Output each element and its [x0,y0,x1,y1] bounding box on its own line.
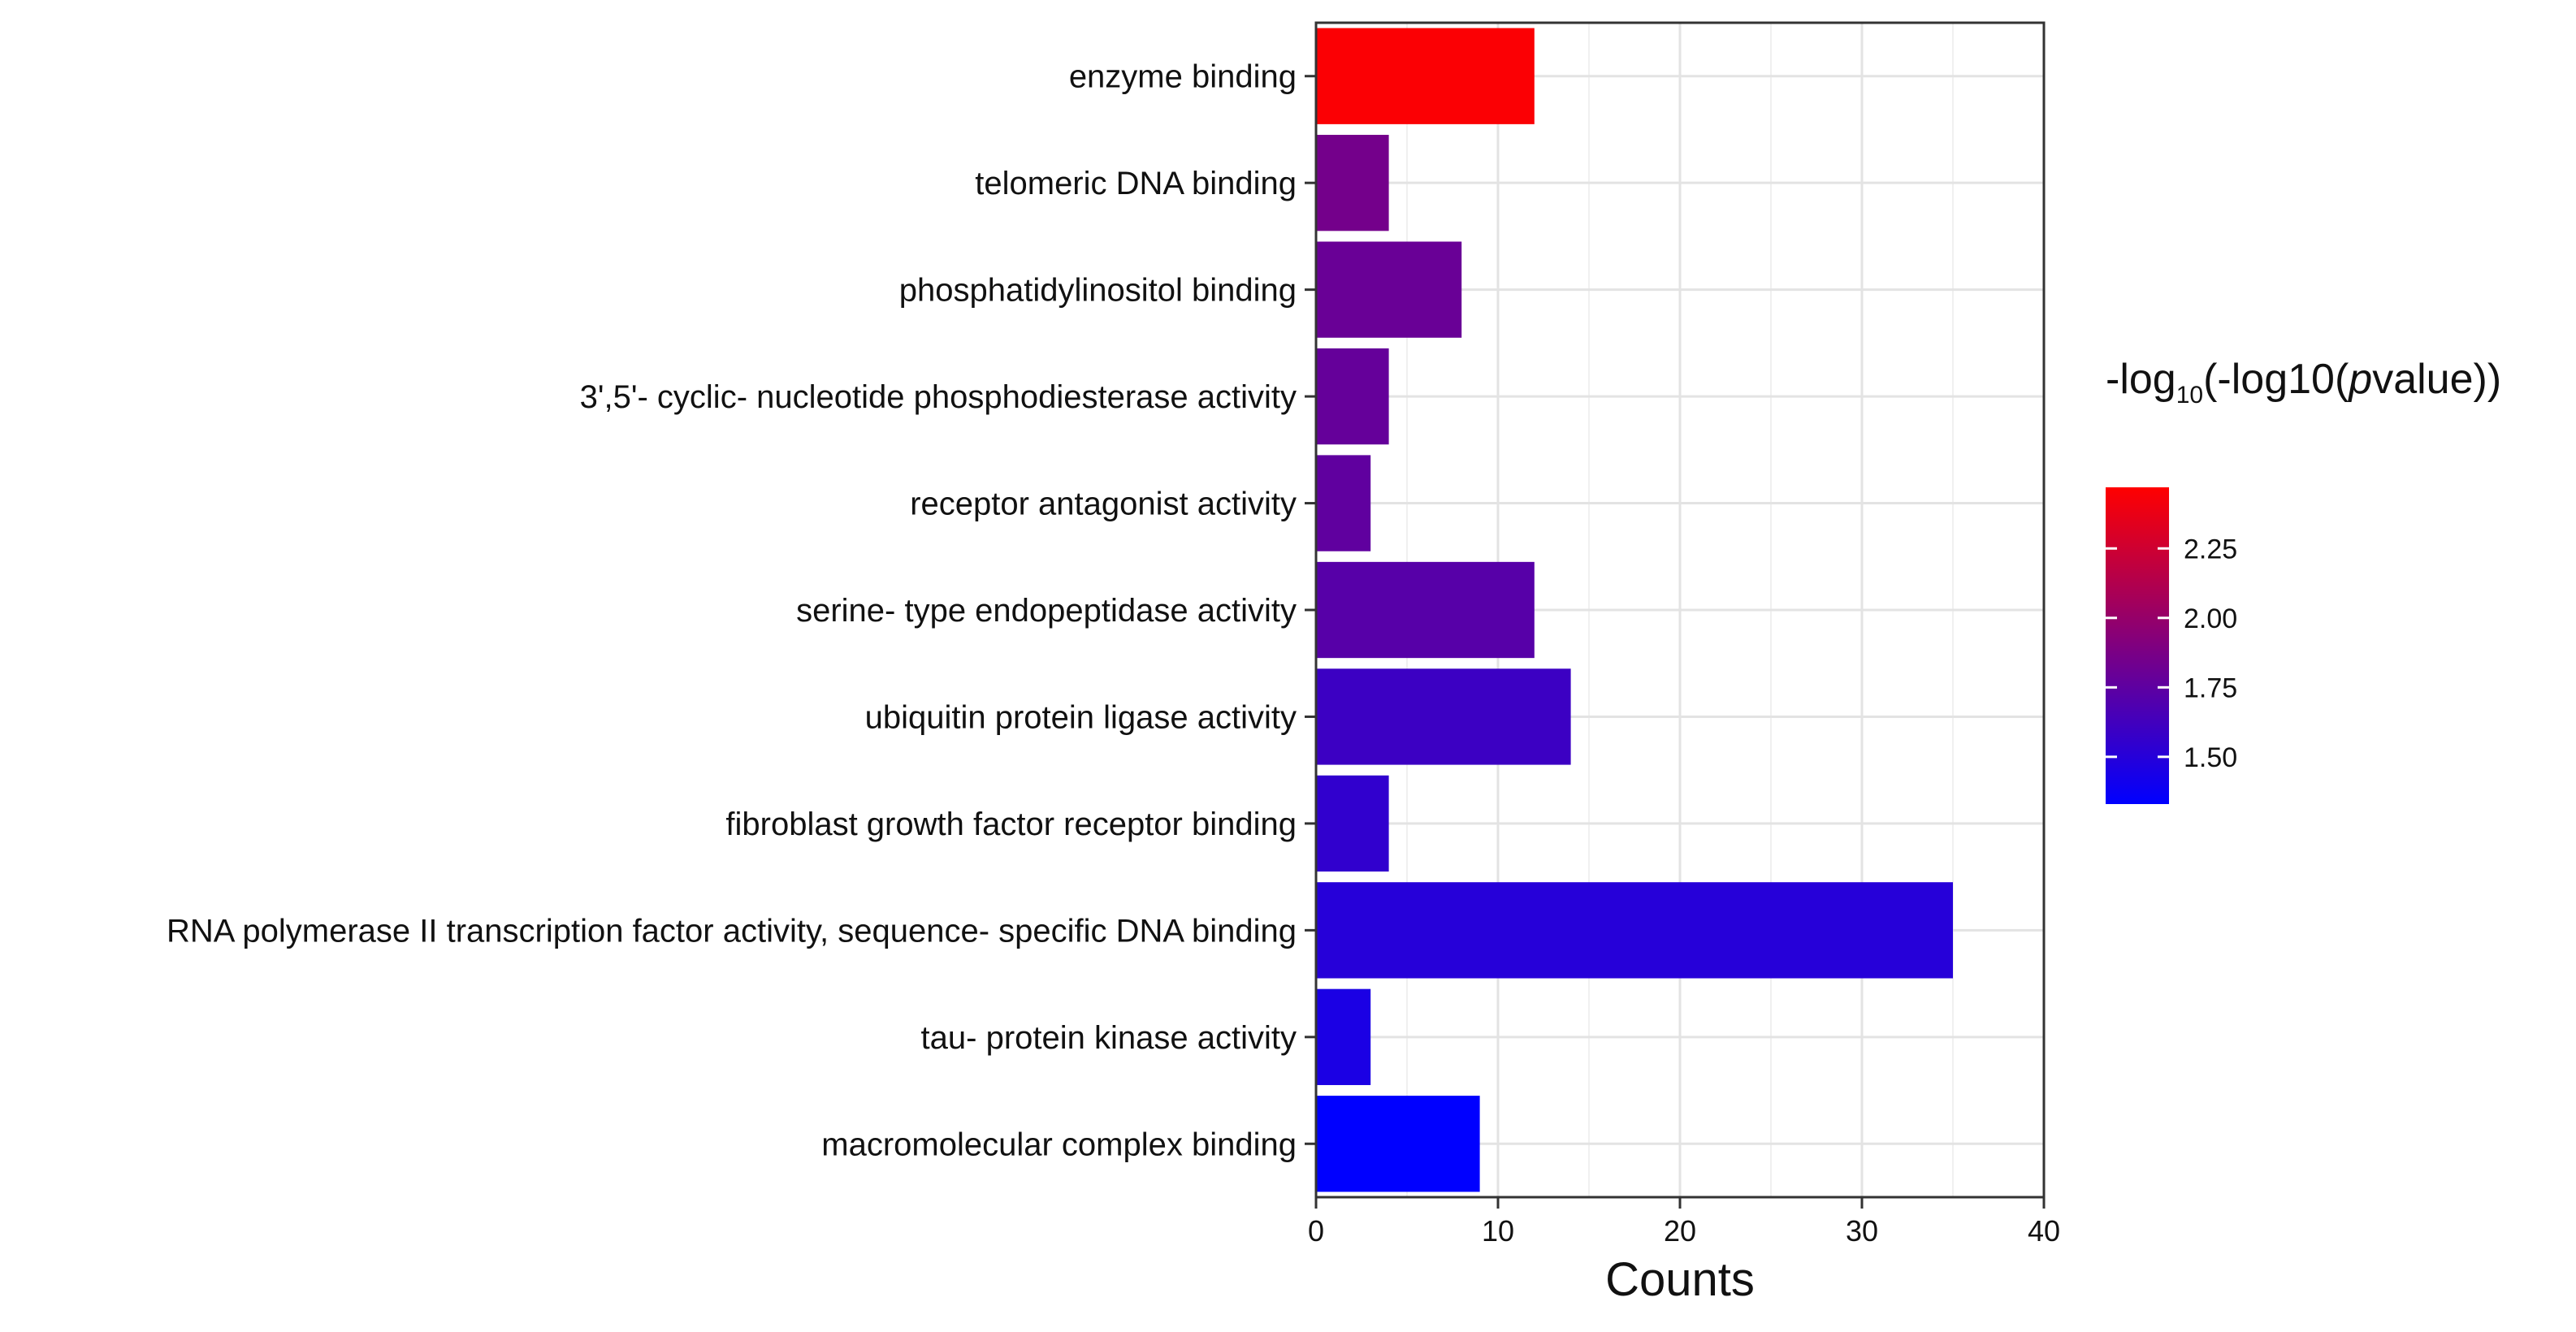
x-tick-label: 10 [1482,1214,1514,1248]
bar [1316,1096,1480,1192]
legend-title-italic: p [2347,356,2372,403]
legend-title-mid: (-log10( [2203,356,2349,403]
bar [1316,348,1389,445]
bar [1316,561,1535,659]
category-label: serine- type endopeptidase activity [796,593,1297,629]
bar [1316,882,1953,979]
x-axis-title: Counts [1605,1253,1755,1306]
x-axis: 0 10 20 30 40 [1308,1197,2060,1248]
category-label: telomeric DNA binding [975,166,1297,201]
category-label: 3',5'- cyclic- nucleotide phosphodiester… [580,379,1297,415]
bars [1316,28,1953,1192]
color-bar-tick-label: 2.00 [2184,603,2237,634]
category-label: receptor antagonist activity [910,487,1297,522]
category-label: phosphatidylinositol binding [899,273,1297,309]
color-bar [2106,487,2169,804]
legend-title-suffix: value)) [2372,356,2501,403]
color-bar-tick-label: 1.75 [2184,672,2237,703]
color-bar-tick-label: 1.50 [2184,742,2237,773]
legend-title: -log10(-log10(pvalue)) [2106,356,2501,409]
bar [1316,241,1462,338]
bar [1316,135,1389,231]
x-tick-label: 30 [1846,1214,1878,1248]
bar [1316,775,1389,872]
x-tick-label: 20 [1664,1214,1696,1248]
category-label: enzyme binding [1069,59,1297,95]
category-label: macromolecular complex binding [821,1127,1297,1162]
bar [1316,668,1571,765]
color-legend: -log10(-log10(pvalue)) 2.25 2.00 1.75 1.50 [2106,356,2501,804]
bar [1316,455,1371,551]
color-bar-ticks: 2.25 2.00 1.75 1.50 [2106,534,2237,773]
x-tick-label: 0 [1308,1214,1324,1248]
legend-title-prefix: -log [2106,356,2176,403]
bar [1316,28,1535,124]
color-bar-tick-label: 2.25 [2184,534,2237,564]
category-label: fibroblast growth factor receptor bindin… [725,807,1297,842]
x-tick-label: 40 [2028,1214,2060,1248]
legend-title-subscript: 10 [2176,382,2203,409]
category-labels: enzyme binding telomeric DNA binding phosp… [167,59,1316,1162]
bar [1316,988,1371,1085]
category-label: RNA polymerase II transcription factor a… [167,913,1297,949]
category-label: ubiquitin protein ligase activity [865,699,1297,735]
category-label: tau- protein kinase activity [921,1020,1297,1056]
